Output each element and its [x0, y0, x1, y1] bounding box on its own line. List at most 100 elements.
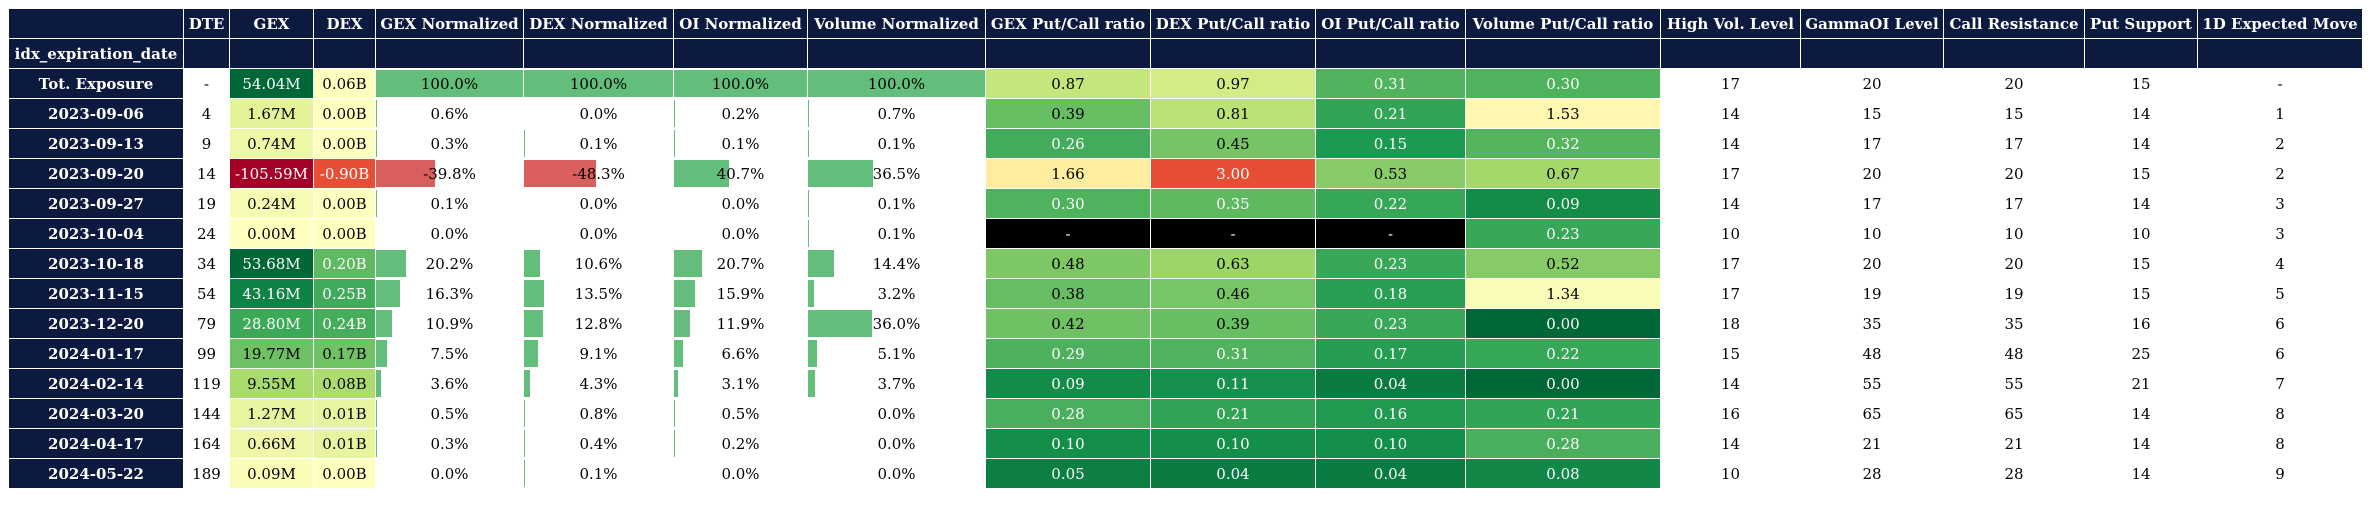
cell-dex: 0.24B: [313, 308, 376, 339]
cell-put-support: 21: [2084, 368, 2198, 399]
cell-dex-normalized: 4.3%: [523, 368, 674, 399]
cell-gex: 0.66M: [229, 428, 314, 459]
index-header-blank-cell: [1150, 38, 1316, 69]
column-header-dex: DEX: [313, 8, 376, 39]
index-header-blank-cell: [1465, 38, 1661, 69]
cell-dex: 0.20B: [313, 248, 376, 279]
cell-gex-normalized: 0.3%: [375, 428, 524, 459]
table-row: 2023-09-06 4 1.67M 0.00B 0.6% 0.0% 0.2% 0.7% 0.3…: [8, 98, 2363, 129]
cell-gex-normalized: 0.0%: [375, 218, 524, 249]
cell-gamma-oi-level: 65: [1800, 398, 1944, 429]
column-header-gex-normalized: GEX Normalized: [375, 8, 524, 39]
normalized-bar: [674, 400, 675, 427]
cell-oi-normalized: 0.0%: [673, 458, 808, 489]
cell-volume-put-call: 0.00: [1465, 308, 1661, 339]
cell-oi-put-call: 0.23: [1315, 308, 1466, 339]
normalized-bar: [808, 130, 809, 157]
cell-dex-normalized: 0.8%: [523, 398, 674, 429]
normalized-value: 16.3%: [425, 284, 474, 303]
cell-dex: 0.17B: [313, 338, 376, 369]
normalized-bar: [524, 400, 526, 427]
cell-dte: 79: [183, 308, 230, 339]
index-header-blank-cell: [807, 38, 986, 69]
cell-put-support: 10: [2084, 218, 2198, 249]
normalized-value: 40.7%: [716, 164, 765, 183]
normalized-value: 11.9%: [716, 314, 765, 333]
cell-dte: 144: [183, 398, 230, 429]
cell-high-vol-level: 17: [1660, 278, 1801, 309]
normalized-bar: [674, 310, 690, 337]
table-row: 2023-09-20 14 -105.59M -0.90B -39.8% -48.3% 40…: [8, 158, 2363, 189]
table-row: 2023-11-15 54 43.16M 0.25B 16.3% 13.5% 15.9% 3.…: [8, 278, 2363, 309]
normalized-bar: [376, 310, 393, 337]
cell-gex-put-call: 1.66: [985, 158, 1151, 189]
column-header-expected-move: 1D Expected Move: [2197, 8, 2363, 39]
cell-volume-normalized: 3.2%: [807, 278, 986, 309]
cell-oi-normalized: 0.2%: [673, 428, 808, 459]
normalized-value: 0.7%: [877, 104, 916, 123]
cell-expected-move: 5: [2197, 278, 2363, 309]
cell-dex-normalized: 10.6%: [523, 248, 674, 279]
table-row: 2023-10-04 24 0.00M 0.00B 0.0% 0.0% 0.0% 0.1% - -…: [8, 218, 2363, 249]
cell-gex-normalized: 10.9%: [375, 308, 524, 339]
cell-oi-put-call: 0.31: [1315, 68, 1466, 99]
normalized-value: 15.9%: [716, 284, 765, 303]
cell-oi-normalized: 6.6%: [673, 338, 808, 369]
cell-dex-put-call: 0.21: [1150, 398, 1316, 429]
cell-gamma-oi-level: 35: [1800, 308, 1944, 339]
cell-gamma-oi-level: 19: [1800, 278, 1944, 309]
normalized-value: 100.0%: [711, 74, 770, 93]
normalized-value: 0.1%: [877, 224, 916, 243]
column-header-volume-normalized: Volume Normalized: [807, 8, 986, 39]
cell-volume-normalized: 0.1%: [807, 188, 986, 219]
normalized-bar: [376, 430, 377, 457]
cell-high-vol-level: 17: [1660, 158, 1801, 189]
row-index-label: 2024-02-14: [8, 368, 184, 399]
cell-gex-put-call: 0.42: [985, 308, 1151, 339]
cell-dex-normalized: 13.5%: [523, 278, 674, 309]
cell-oi-put-call: 0.15: [1315, 128, 1466, 159]
cell-dex: 0.00B: [313, 128, 376, 159]
normalized-bar: [674, 70, 807, 97]
cell-high-vol-level: 14: [1660, 368, 1801, 399]
cell-dte: 189: [183, 458, 230, 489]
header-corner-cell: [8, 8, 184, 39]
normalized-value: 36.5%: [872, 164, 921, 183]
cell-volume-put-call: 0.30: [1465, 68, 1661, 99]
cell-dex-put-call: 3.00: [1150, 158, 1316, 189]
cell-dex-normalized: 0.0%: [523, 218, 674, 249]
cell-dte: -: [183, 68, 230, 99]
cell-high-vol-level: 14: [1660, 188, 1801, 219]
cell-volume-put-call: 0.67: [1465, 158, 1661, 189]
cell-high-vol-level: 17: [1660, 68, 1801, 99]
cell-dex-put-call: 0.35: [1150, 188, 1316, 219]
normalized-value: 3.6%: [430, 374, 469, 393]
cell-volume-put-call: 1.53: [1465, 98, 1661, 129]
cell-dex: -0.90B: [313, 158, 376, 189]
normalized-value: 0.5%: [721, 404, 760, 423]
normalized-value: 0.0%: [579, 194, 618, 213]
column-header-call-resistance: Call Resistance: [1943, 8, 2085, 39]
normalized-value: 20.7%: [716, 254, 765, 273]
cell-volume-put-call: 0.21: [1465, 398, 1661, 429]
cell-high-vol-level: 10: [1660, 218, 1801, 249]
cell-gamma-oi-level: 55: [1800, 368, 1944, 399]
normalized-bar: [524, 70, 673, 97]
normalized-bar: [376, 250, 406, 277]
cell-expected-move: 8: [2197, 428, 2363, 459]
row-index-label: 2023-09-20: [8, 158, 184, 189]
cell-gex-normalized: 0.3%: [375, 128, 524, 159]
cell-put-support: 14: [2084, 458, 2198, 489]
normalized-bar: [808, 160, 873, 187]
row-index-label: 2023-12-20: [8, 308, 184, 339]
cell-oi-normalized: 100.0%: [673, 68, 808, 99]
normalized-bar: [674, 160, 729, 187]
cell-dte: 164: [183, 428, 230, 459]
cell-call-resistance: 15: [1943, 98, 2085, 129]
cell-high-vol-level: 10: [1660, 458, 1801, 489]
cell-call-resistance: 20: [1943, 68, 2085, 99]
normalized-bar: [674, 370, 679, 397]
normalized-value: 13.5%: [574, 284, 623, 303]
cell-volume-put-call: 0.08: [1465, 458, 1661, 489]
cell-expected-move: 8: [2197, 398, 2363, 429]
